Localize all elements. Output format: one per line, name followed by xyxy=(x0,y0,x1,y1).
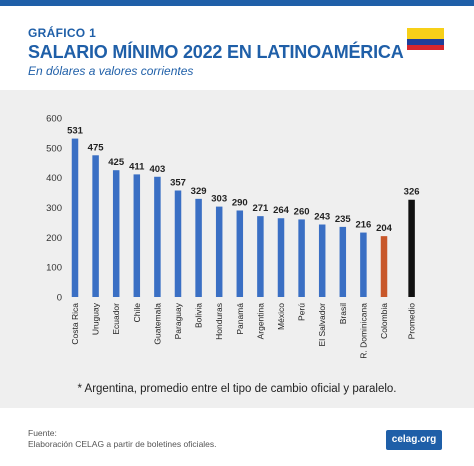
x-tick-label: Guatemala xyxy=(152,303,162,345)
data-label: 357 xyxy=(170,177,186,188)
footer: Fuente: Elaboración CELAG a partir de bo… xyxy=(0,408,474,466)
y-tick-label: 500 xyxy=(46,143,62,154)
data-label: 216 xyxy=(355,220,371,231)
x-tick-label: Paraguay xyxy=(173,302,183,339)
y-tick-label: 600 xyxy=(46,114,62,125)
bar xyxy=(257,216,264,297)
footnote: * Argentina, promedio entre el tipo de c… xyxy=(77,383,397,395)
bar xyxy=(380,236,388,297)
bar xyxy=(360,232,367,297)
y-tick-label: 200 xyxy=(46,233,62,244)
chart-panel: 0 100 200 300 400 500 600 531 Costa Rica 475 Urugu… xyxy=(0,90,474,408)
y-tick-label: 400 xyxy=(46,173,62,184)
bar xyxy=(298,219,305,297)
data-label: 271 xyxy=(252,203,269,214)
bar xyxy=(339,226,347,297)
x-tick-label: Chile xyxy=(132,303,142,323)
bar xyxy=(112,170,120,297)
bar xyxy=(215,206,223,297)
data-label: 303 xyxy=(211,194,227,205)
x-tick-label: Bolivia xyxy=(194,303,204,328)
chart-kicker: GRÁFICO 1 xyxy=(28,26,97,40)
x-tick-label: Ecuador xyxy=(111,303,121,335)
source-text: Elaboración CELAG a partir de boletines … xyxy=(28,439,217,449)
x-tick-label: Uruguay xyxy=(91,302,101,335)
data-label: 326 xyxy=(404,187,420,198)
data-label: 243 xyxy=(314,212,330,223)
x-tick-label: Panamá xyxy=(235,303,245,335)
data-label: 260 xyxy=(294,206,310,217)
data-label: 290 xyxy=(232,197,248,208)
x-tick-label: Honduras xyxy=(214,303,224,340)
y-tick-label: 100 xyxy=(46,263,62,274)
bar xyxy=(174,190,182,297)
data-label: 411 xyxy=(129,161,145,172)
x-tick-label: El Salvador xyxy=(317,303,327,347)
data-label: 475 xyxy=(88,142,105,153)
x-tick-label: Costa Rica xyxy=(70,303,80,345)
top-accent-bar xyxy=(0,0,474,6)
x-tick-label: México xyxy=(276,303,286,330)
data-label: 403 xyxy=(149,164,165,175)
x-tick-label: R. Dominicana xyxy=(358,303,368,359)
x-tick-label: Argentina xyxy=(255,303,265,340)
bar xyxy=(154,176,161,297)
chart-title: SALARIO MÍNIMO 2022 EN LATINOAMÉRICA xyxy=(28,42,404,62)
data-label: 425 xyxy=(108,157,125,168)
chart-subtitle: En dólares a valores corrientes xyxy=(28,64,194,78)
colombia-flag-icon xyxy=(407,28,444,50)
x-tick-label: Promedio xyxy=(407,303,417,340)
data-label: 264 xyxy=(273,205,290,216)
data-label: 204 xyxy=(376,223,393,234)
x-tick-label: Brasil xyxy=(338,303,348,324)
bar xyxy=(195,198,202,297)
y-tick-label: 0 xyxy=(57,293,62,304)
y-tick-label: 300 xyxy=(46,203,62,214)
celag-logo[interactable]: celag.org xyxy=(386,430,442,450)
x-tick-label: Colombia xyxy=(379,303,389,339)
data-label: 235 xyxy=(335,214,352,225)
bar xyxy=(277,218,285,297)
data-label: 531 xyxy=(67,126,84,137)
bar xyxy=(408,199,415,297)
x-tick-label: Perú xyxy=(297,303,307,321)
bar xyxy=(133,174,141,297)
bar-chart: 0 100 200 300 400 500 600 531 Costa Rica 475 Urugu… xyxy=(46,114,420,359)
bar xyxy=(236,210,244,297)
bar xyxy=(71,138,79,297)
bar xyxy=(92,155,99,297)
data-label: 329 xyxy=(191,186,207,197)
bar xyxy=(318,224,326,297)
source-label: Fuente: xyxy=(28,428,57,438)
